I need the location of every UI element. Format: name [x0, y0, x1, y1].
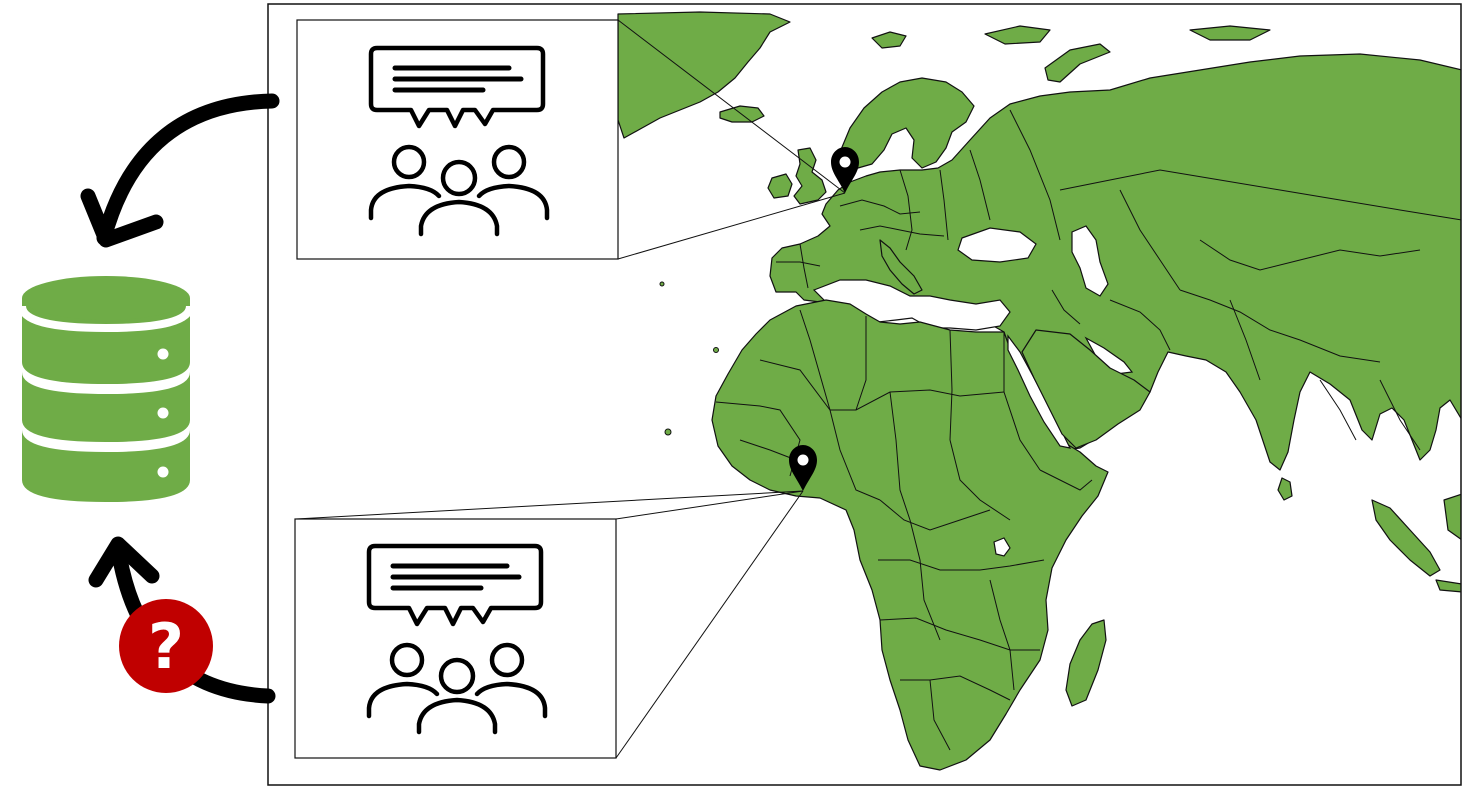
landmass-java [1435, 579, 1461, 593]
speech-bubble-icon [366, 543, 544, 627]
chat-bubble-with-group-icon [368, 45, 550, 237]
landmass-great-britain [793, 147, 827, 205]
database-indicator-top [157, 348, 169, 360]
landmass-borneo-edge [1443, 493, 1461, 541]
chat-bubble-with-group-icon [366, 543, 548, 735]
landmass-africa [711, 299, 1109, 771]
island-azores [659, 281, 665, 287]
map-frame [267, 3, 1462, 786]
question-badge: ? [119, 599, 213, 693]
landmass-arabia [1021, 329, 1151, 449]
callout-lines-africa [295, 490, 804, 759]
callout-lines-europe [617, 19, 846, 260]
database-icon [18, 276, 194, 502]
landmass-arctic-islands-2 [1189, 25, 1271, 41]
island-canaries [713, 347, 719, 353]
database-indicator-bottom [157, 466, 169, 478]
landmass-greenland [617, 11, 791, 139]
landmass-scandinavia [839, 77, 975, 169]
database-indicator-middle [157, 407, 169, 419]
landmass-novaya-zemlya [1044, 43, 1111, 83]
group-of-people-icon [368, 144, 550, 237]
curved-arrow-to-database [80, 93, 280, 248]
water-caspian-sea [1071, 225, 1109, 297]
group-of-people-icon [366, 642, 548, 735]
speech-bubble-icon [368, 45, 546, 129]
world-map [617, 11, 1461, 771]
water-lake-victoria [993, 537, 1011, 557]
landmass-italy [879, 239, 923, 295]
island-cape-verde [664, 428, 672, 436]
landmass-arctic-islands-1 [984, 25, 1051, 45]
callout-box-europe [296, 19, 619, 260]
landmass-svalbard [871, 31, 907, 49]
callout-box-west-africa [294, 518, 617, 759]
landmass-ireland [767, 173, 793, 199]
landmass-sumatra [1371, 499, 1441, 577]
country-borders [715, 109, 1461, 751]
water-black-sea [957, 227, 1037, 263]
landmass-sri-lanka [1277, 477, 1293, 501]
landmass-madagascar [1065, 619, 1107, 707]
question-mark-icon: ? [148, 610, 184, 683]
